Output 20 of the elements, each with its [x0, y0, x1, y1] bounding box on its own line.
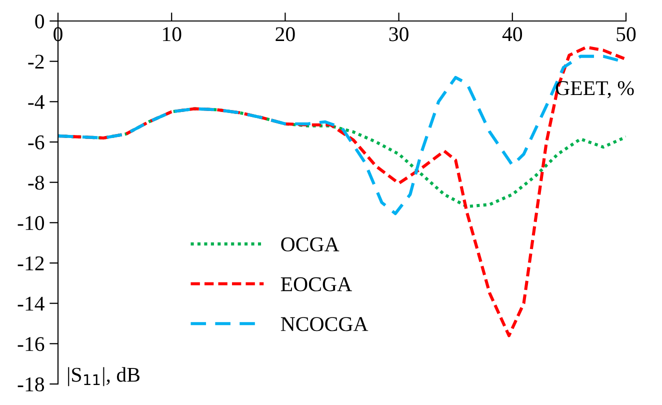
y-tick-label: -6 [28, 135, 44, 150]
y-tick-label: -16 [18, 337, 44, 352]
x-axis-title: GEET, % [556, 81, 634, 98]
y-tick-label: 0 [35, 14, 44, 28]
y-axis-title: |S$_{11}$|, dB [68, 367, 140, 386]
x-tick-label: 40 [502, 27, 522, 42]
x-tick-label: 10 [163, 27, 182, 42]
y-tick-label: -14 [18, 296, 44, 311]
legend-label: OCGA [281, 237, 340, 252]
y-tick-label: -12 [18, 256, 44, 270]
y-tick-label: -4 [28, 95, 44, 109]
x-tick-label: 50 [616, 27, 636, 42]
y-tick-label: -10 [18, 216, 44, 230]
legend-label: NCOCGA [280, 317, 368, 332]
y-tick-label: -18 [18, 377, 44, 392]
x-tick-label: 20 [276, 27, 295, 42]
legend-label: EOCGA [280, 277, 352, 292]
x-tick-label: 30 [389, 27, 408, 42]
y-tick-label: -2 [28, 54, 44, 69]
y-tick-label: -8 [28, 176, 44, 190]
